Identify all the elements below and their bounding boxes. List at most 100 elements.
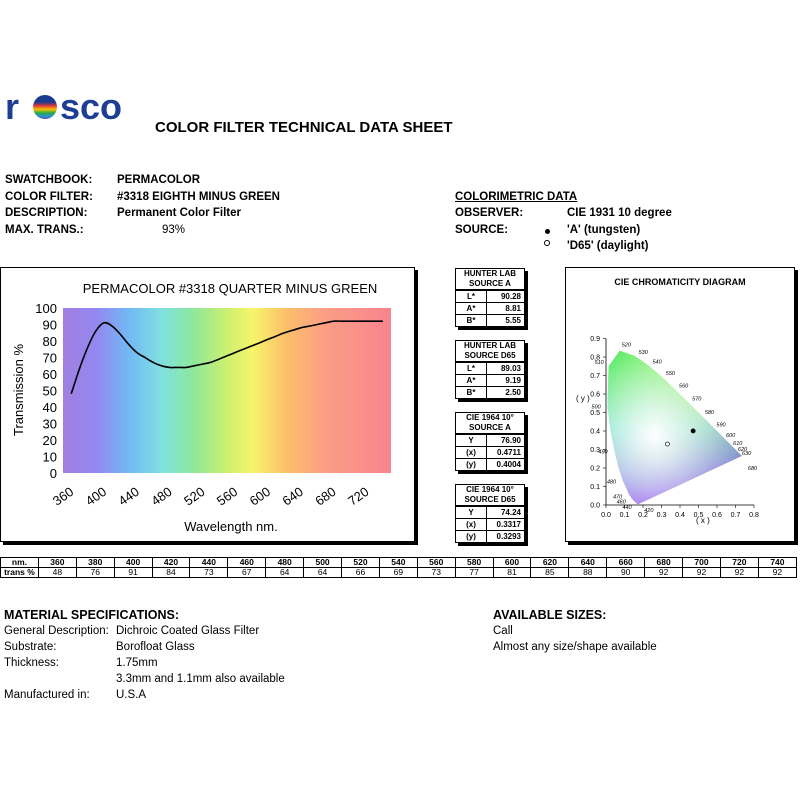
manufactured-label: Manufactured in: bbox=[4, 689, 90, 701]
trans-cell: 73 bbox=[416, 567, 456, 578]
y-tick-label: 30 bbox=[43, 417, 57, 432]
cie-a-title2: SOURCE A bbox=[469, 423, 511, 432]
cie-x-label: ( x ) bbox=[696, 516, 710, 525]
transmission-table: nm. 360 380 400 420 440 460 480 500 520 540 560 580 6… bbox=[0, 557, 798, 578]
chart-title: PERMACOLOR #3318 QUARTER MINUS GREEN bbox=[83, 281, 378, 296]
cie-wavelength-label: 680 bbox=[748, 466, 758, 472]
source-label: SOURCE: bbox=[455, 224, 509, 236]
hunter-a-v: 90.28 bbox=[500, 292, 521, 301]
hunter-a-k: B* bbox=[456, 315, 487, 326]
cie-1964-source-d65-box: CIE 1964 10° SOURCE D65 Y 74.24 (x) 0.3317 … bbox=[455, 484, 525, 543]
cie-a-v: 0.4004 bbox=[496, 460, 521, 469]
cie-wavelength-label: 440 bbox=[622, 505, 632, 511]
cie-wavelength-label: 520 bbox=[622, 343, 632, 349]
cie-x-tick: 0.8 bbox=[749, 512, 759, 519]
cie-y-tick: 0.7 bbox=[590, 373, 600, 380]
general-description-label: General Description: bbox=[4, 625, 109, 637]
hunter-d65-v: 89.03 bbox=[500, 364, 521, 373]
hunter-lab-source-a-box: HUNTER LAB SOURCE A L* 90.28 A* 8.81 B* 5.55 bbox=[455, 268, 525, 327]
nm-cell: 620 bbox=[530, 557, 570, 568]
thickness-value: 1.75mm bbox=[116, 657, 158, 669]
x-tick-label: 560 bbox=[214, 484, 240, 509]
trans-cell: 92 bbox=[644, 567, 684, 578]
trans-cell: 77 bbox=[454, 567, 494, 578]
cie-y-tick: 0.9 bbox=[590, 336, 600, 343]
hunter-d65-title1: HUNTER LAB bbox=[464, 341, 516, 350]
cie-point-source-d65 bbox=[665, 441, 670, 447]
x-tick-label: 600 bbox=[247, 484, 273, 509]
y-tick-label: 40 bbox=[43, 400, 57, 415]
y-tick-label: 10 bbox=[43, 450, 57, 465]
cie-1964-source-a-box: CIE 1964 10° SOURCE A Y 76.90 (x) 0.4711 (y… bbox=[455, 412, 525, 471]
observer-label: OBSERVER: bbox=[455, 207, 524, 219]
nm-header-cell: nm. bbox=[0, 557, 39, 568]
cie-a-k: Y bbox=[456, 435, 487, 446]
cie-x-tick: 0.4 bbox=[675, 512, 685, 519]
y-tick-label: 60 bbox=[43, 367, 57, 382]
trans-cell: 64 bbox=[303, 567, 343, 578]
hunter-a-v: 8.81 bbox=[505, 304, 521, 313]
cie-wavelength-label: 490 bbox=[598, 449, 608, 455]
cie-d65-v: 0.3293 bbox=[496, 532, 521, 541]
svg-text:r: r bbox=[5, 90, 19, 126]
cie-y-tick: 0.6 bbox=[590, 392, 600, 399]
cie-title: CIE CHROMATICITY DIAGRAM bbox=[614, 277, 745, 287]
hunter-d65-title2: SOURCE D65 bbox=[464, 351, 516, 360]
x-tick-label: 520 bbox=[181, 484, 207, 509]
max-trans-value: 93% bbox=[162, 224, 186, 236]
cie-y-tick: 0.8 bbox=[590, 355, 600, 362]
y-tick-label: 80 bbox=[43, 334, 57, 349]
cie-x-tick: 0.5 bbox=[694, 512, 704, 519]
transmission-chart: PERMACOLOR #3318 QUARTER MINUS GREEN 0 10… bbox=[0, 267, 415, 542]
substrate-value: Borofloat Glass bbox=[116, 641, 195, 653]
cie-x-tick: 0.6 bbox=[712, 512, 722, 519]
nm-cell: 440 bbox=[189, 557, 229, 568]
cie-wavelength-label: 620 bbox=[738, 447, 748, 453]
cie-d65-k: (y) bbox=[456, 531, 487, 542]
trans-row: trans % 48 76 91 84 73 67 64 64 66 69 73 77 81 85 88 90 9… bbox=[0, 567, 798, 578]
hunter-lab-source-d65-box: HUNTER LAB SOURCE D65 L* 89.03 A* 9.19 B* 2.… bbox=[455, 340, 525, 399]
nm-cell: 740 bbox=[757, 557, 798, 568]
x-tick-label: 720 bbox=[345, 484, 371, 509]
cie-wavelength-label: 610 bbox=[733, 441, 743, 447]
thickness-alt-value: 3.3mm and 1.1mm also available bbox=[116, 673, 285, 685]
cie-wavelength-label: 420 bbox=[644, 508, 654, 514]
cie-wavelength-label: 590 bbox=[716, 423, 726, 429]
nm-cell: 520 bbox=[341, 557, 380, 568]
hunter-d65-v: 9.19 bbox=[505, 376, 521, 385]
nm-cell: 480 bbox=[265, 557, 305, 568]
material-title: MATERIAL SPECIFICATIONS: bbox=[4, 608, 179, 622]
hunter-a-title1: HUNTER LAB bbox=[464, 269, 516, 278]
cie-wavelength-label: 480 bbox=[607, 479, 617, 485]
cie-wavelength-label: 540 bbox=[652, 359, 662, 365]
nm-cell: 720 bbox=[719, 557, 759, 568]
swatchbook-label: SWATCHBOOK: bbox=[5, 174, 93, 186]
nm-cell: 380 bbox=[75, 557, 115, 568]
nm-cell: 460 bbox=[227, 557, 267, 568]
nm-cell: 420 bbox=[151, 557, 191, 568]
x-tick-label: 680 bbox=[312, 484, 338, 509]
hunter-a-k: A* bbox=[456, 303, 487, 314]
cie-y-tick: 0.0 bbox=[590, 503, 600, 510]
nm-cell: 580 bbox=[454, 557, 494, 568]
swatchbook-value: PERMACOLOR bbox=[117, 174, 201, 186]
cie-wavelength-label: 510 bbox=[595, 360, 605, 366]
color-filter-value: #3318 EIGHTH MINUS GREEN bbox=[117, 191, 280, 203]
cie-d65-title2: SOURCE D65 bbox=[464, 495, 516, 504]
nm-cell: 640 bbox=[568, 557, 608, 568]
svg-text:sco: sco bbox=[60, 90, 122, 126]
cie-a-v: 0.4711 bbox=[496, 448, 521, 457]
nm-cell: 500 bbox=[303, 557, 343, 568]
hunter-d65-k: L* bbox=[456, 363, 487, 374]
cie-wavelength-label: 580 bbox=[705, 410, 715, 416]
spectrum-plot-area bbox=[63, 308, 391, 473]
trans-cell: 76 bbox=[75, 567, 115, 578]
trans-cell: 67 bbox=[227, 567, 267, 578]
source-d65-value: 'D65' (daylight) bbox=[567, 240, 649, 252]
rosco-logo: r sco bbox=[5, 86, 155, 127]
nm-cell: 600 bbox=[492, 557, 532, 568]
page-title: COLOR FILTER TECHNICAL DATA SHEET bbox=[155, 119, 453, 136]
cie-d65-title1: CIE 1964 10° bbox=[466, 485, 514, 494]
max-trans-label: MAX. TRANS.: bbox=[5, 224, 84, 236]
cie-x-tick: 0.2 bbox=[638, 512, 648, 519]
